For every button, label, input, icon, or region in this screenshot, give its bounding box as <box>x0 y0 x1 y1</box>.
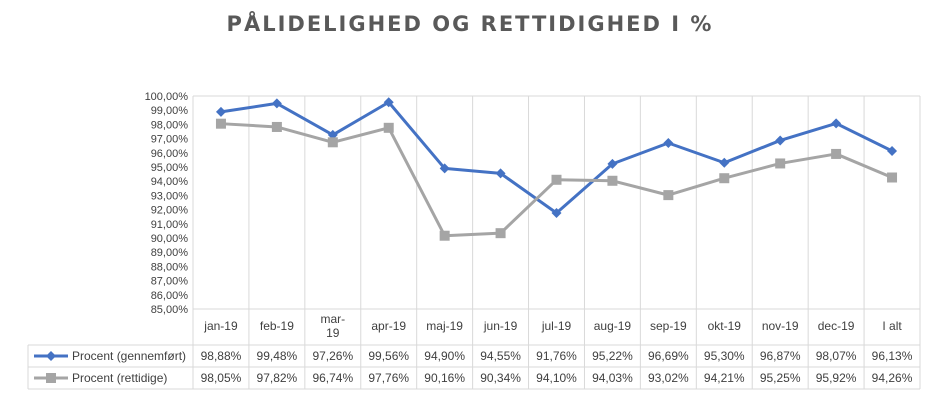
chart-grid <box>27 95 921 390</box>
table-cell-value: 94,55% <box>480 349 521 363</box>
data-point-marker <box>439 163 450 174</box>
y-tick-label: 88,00% <box>151 261 189 273</box>
legend-label: Procent (gennemført) <box>72 349 186 363</box>
data-point-marker <box>383 97 394 108</box>
x-category-label: I alt <box>882 319 902 333</box>
y-axis: 100,00% 99,00% 98,00% 97,00% 96,00% 95,00% 94,… <box>145 91 189 316</box>
x-category-label: feb-19 <box>260 319 294 333</box>
y-tick-label: 95,00% <box>151 162 189 174</box>
chart-title: PÅLIDELIGHED OG RETTIDIGHED I % <box>226 12 714 36</box>
table-cell-value: 99,56% <box>368 349 409 363</box>
data-point-marker <box>495 228 506 239</box>
x-category-label: dec-19 <box>818 319 855 333</box>
y-tick-label: 98,00% <box>151 119 189 131</box>
data-point-marker <box>383 122 394 133</box>
y-tick-label: 90,00% <box>151 233 189 245</box>
table-cell-value: 90,16% <box>424 371 465 385</box>
table-cell-value: 99,48% <box>257 349 298 363</box>
data-point-marker <box>551 208 562 219</box>
table-cell-value: 95,22% <box>592 349 633 363</box>
y-tick-label: 100,00% <box>145 91 189 103</box>
x-category-label: apr-19 <box>371 319 406 333</box>
table-cell-value: 90,34% <box>480 371 521 385</box>
data-point-marker <box>327 137 338 148</box>
table-cell-value: 94,10% <box>536 371 577 385</box>
series-line-1 <box>220 100 893 215</box>
table-cell-value: 96,13% <box>872 349 913 363</box>
table-cell-value: 94,21% <box>704 371 745 385</box>
data-table: jan-19 feb-19 mar-19 apr-19 maj-19 jun-19 jul-… <box>34 312 913 385</box>
x-category-label: okt-19 <box>708 319 742 333</box>
y-tick-label: 86,00% <box>151 290 189 302</box>
data-point-marker <box>495 168 506 179</box>
y-tick-label: 97,00% <box>151 134 189 146</box>
data-point-marker <box>887 172 898 183</box>
table-cell-value: 97,26% <box>312 349 353 363</box>
table-cell-value: 96,87% <box>760 349 801 363</box>
data-point-marker <box>663 138 674 149</box>
data-point-marker <box>887 145 898 156</box>
table-cell-value: 94,26% <box>872 371 913 385</box>
data-point-marker <box>215 118 226 129</box>
table-cell-value: 94,03% <box>592 371 633 385</box>
data-point-marker <box>831 148 842 159</box>
y-tick-label: 91,00% <box>151 219 189 231</box>
data-point-marker <box>775 135 786 146</box>
y-tick-label: 99,00% <box>151 105 189 117</box>
table-cell-value: 95,92% <box>816 371 857 385</box>
data-point-marker <box>719 157 730 168</box>
legend-key-marker <box>46 351 56 361</box>
x-category-label: nov-19 <box>762 319 799 333</box>
data-point-marker <box>607 158 618 169</box>
y-tick-label: 94,00% <box>151 176 189 188</box>
table-cell-value: 96,69% <box>648 349 689 363</box>
table-cell-value: 93,02% <box>648 371 689 385</box>
y-tick-label: 96,00% <box>151 148 189 160</box>
data-point-marker <box>271 98 282 109</box>
data-point-marker <box>719 173 730 184</box>
y-tick-label: 92,00% <box>151 205 189 217</box>
x-category-label: jan-19 <box>203 319 238 333</box>
x-category-label: jul-19 <box>541 319 572 333</box>
series-layer <box>215 97 898 241</box>
data-point-marker <box>775 158 786 169</box>
x-category-label: aug-19 <box>594 319 632 333</box>
table-cell-value: 91,76% <box>536 349 577 363</box>
table-cell-value: 97,82% <box>257 371 298 385</box>
table-cell-value: 96,74% <box>312 371 353 385</box>
table-cell-value: 98,05% <box>201 371 242 385</box>
x-category-label: sep-19 <box>650 319 687 333</box>
data-point-marker <box>215 106 226 117</box>
data-point-marker <box>551 174 562 185</box>
y-tick-label: 85,00% <box>151 304 189 316</box>
y-tick-label: 93,00% <box>151 190 189 202</box>
table-cell-value: 95,25% <box>760 371 801 385</box>
legend-label: Procent (rettidige) <box>72 371 167 385</box>
x-category-label: maj-19 <box>426 319 463 333</box>
data-point-marker <box>607 175 618 186</box>
table-cell-value: 98,07% <box>816 349 857 363</box>
x-category-label: jun-19 <box>483 319 518 333</box>
data-point-marker <box>663 190 674 201</box>
table-cell-value: 95,30% <box>704 349 745 363</box>
y-tick-label: 87,00% <box>151 276 189 288</box>
legend-key-marker <box>46 373 56 383</box>
table-cell-value: 98,88% <box>201 349 242 363</box>
table-cell-value: 94,90% <box>424 349 465 363</box>
data-point-marker <box>439 230 450 241</box>
x-category-label: mar-19 <box>320 312 345 340</box>
data-point-marker <box>831 118 842 129</box>
table-cell-value: 97,76% <box>368 371 409 385</box>
y-tick-label: 89,00% <box>151 247 189 259</box>
data-point-marker <box>271 121 282 132</box>
